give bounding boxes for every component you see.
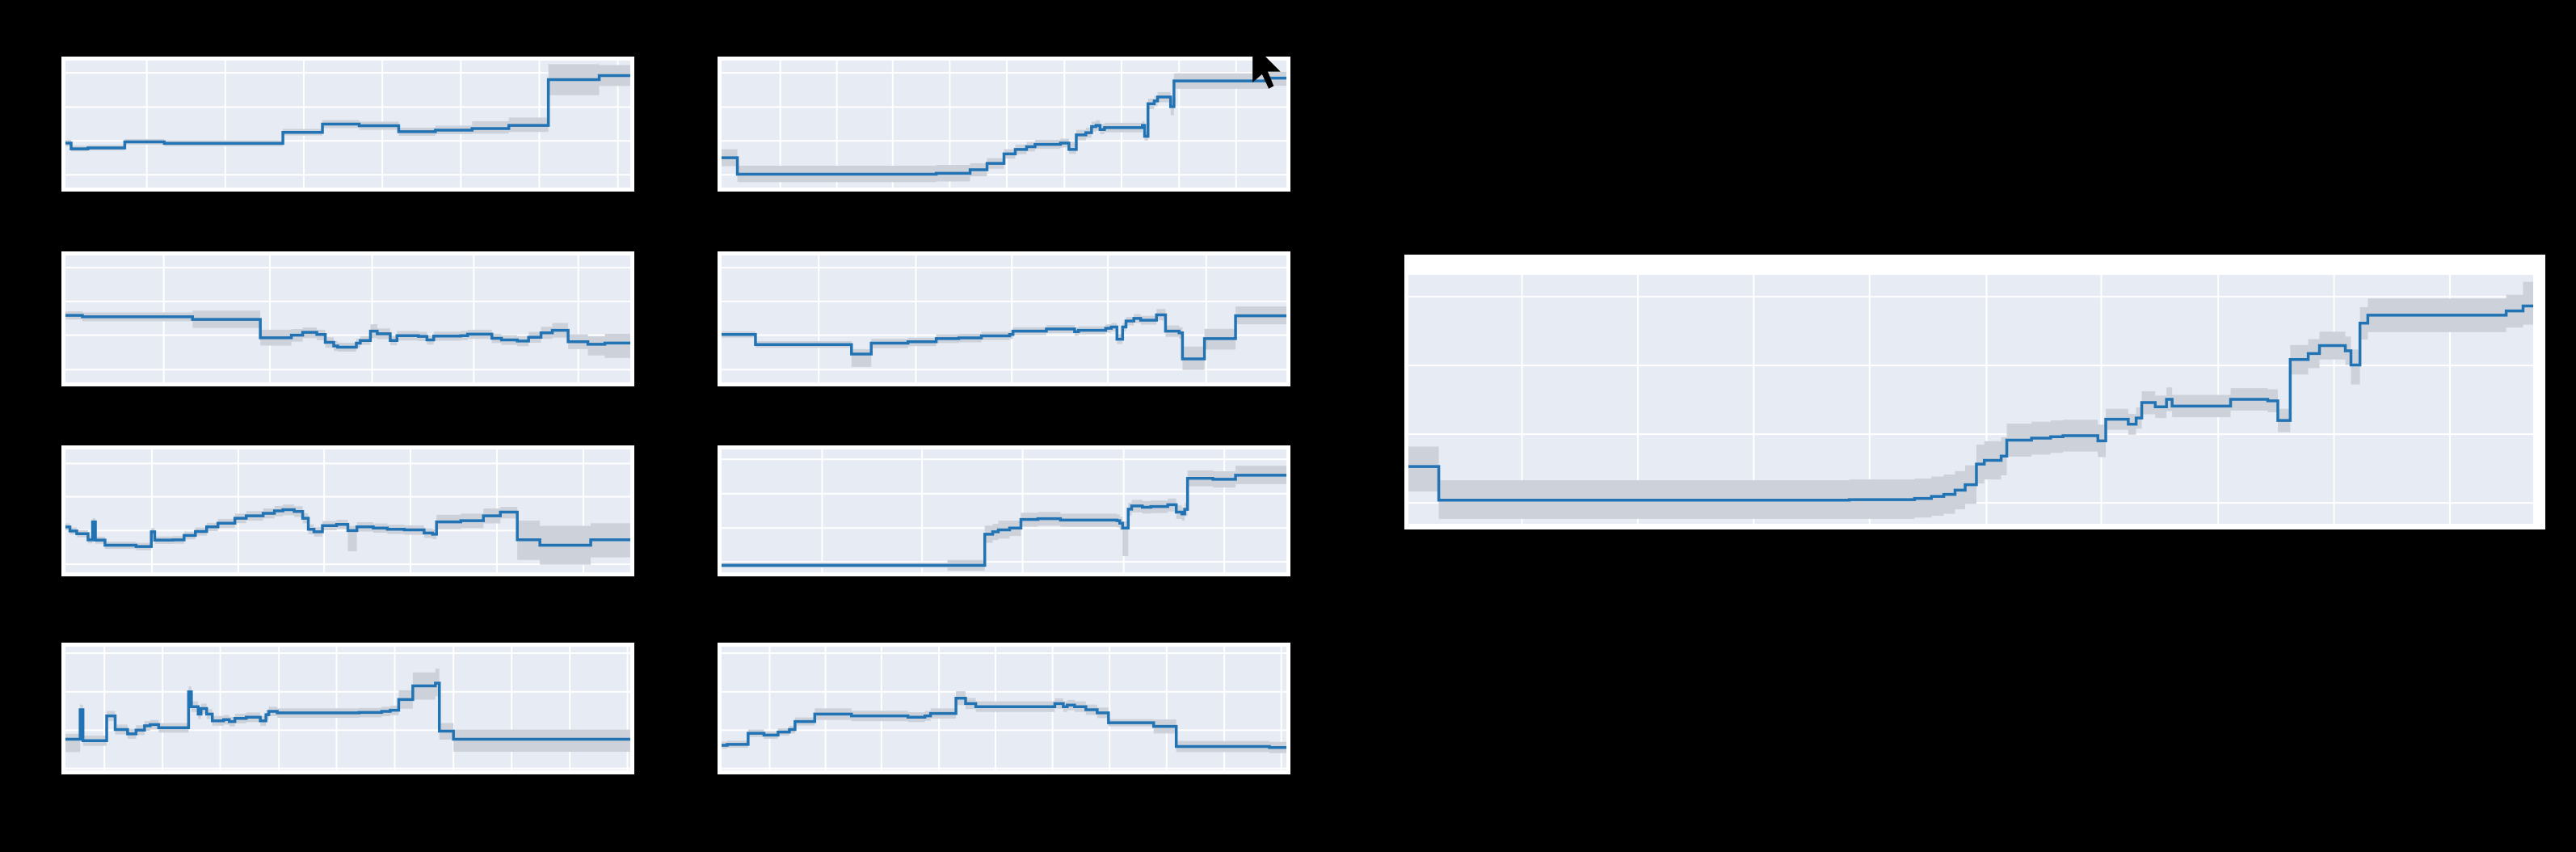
mouse-cursor bbox=[1252, 44, 1281, 89]
chart-figure-3 bbox=[61, 251, 634, 386]
chart-figure-7 bbox=[61, 643, 634, 774]
chart-figure-4 bbox=[718, 251, 1290, 386]
chart-figure-8 bbox=[718, 643, 1290, 774]
chart-6-plot bbox=[722, 449, 1286, 572]
chart-4-plot bbox=[722, 255, 1286, 382]
chart-figure-6 bbox=[718, 445, 1290, 576]
chart-figure-large bbox=[1404, 255, 2545, 529]
chart-7-plot bbox=[65, 647, 630, 770]
chart-1-plot bbox=[65, 61, 630, 188]
chart-8-plot bbox=[722, 647, 1286, 770]
chart-figure-2 bbox=[718, 57, 1290, 192]
chart-large-plot bbox=[1408, 275, 2533, 524]
chart-2-plot bbox=[722, 61, 1286, 188]
chart-3-plot bbox=[65, 255, 630, 382]
chart-figure-5 bbox=[61, 445, 634, 576]
chart-figure-1 bbox=[61, 57, 634, 192]
chart-5-plot bbox=[65, 449, 630, 572]
mouse-cursor-arrow bbox=[1252, 44, 1281, 89]
